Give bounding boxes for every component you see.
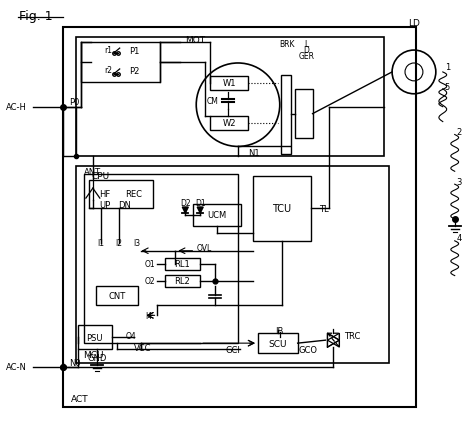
Text: MCU: MCU: [83, 350, 103, 359]
Text: AC-N: AC-N: [6, 363, 27, 371]
Bar: [210, 116, 248, 130]
Text: CM: CM: [206, 97, 218, 106]
Text: 4: 4: [457, 234, 462, 243]
Polygon shape: [182, 207, 188, 213]
Bar: [165, 258, 200, 270]
Text: I2: I2: [115, 239, 122, 248]
Bar: [281, 76, 291, 155]
Text: LD: LD: [408, 19, 420, 28]
Text: GCO: GCO: [298, 345, 317, 354]
Text: N1: N1: [248, 149, 260, 158]
Text: L: L: [304, 40, 309, 49]
Text: O4: O4: [125, 331, 136, 340]
Text: BRK: BRK: [279, 40, 294, 49]
Bar: [253, 177, 310, 241]
Text: GND: GND: [87, 353, 107, 362]
Bar: [193, 204, 241, 226]
Text: DN: DN: [118, 200, 131, 209]
Text: VCC: VCC: [134, 343, 151, 352]
Text: 3: 3: [457, 177, 462, 186]
Bar: [76, 167, 389, 363]
Text: D: D: [304, 46, 310, 55]
Bar: [89, 181, 154, 209]
Text: P0: P0: [69, 98, 79, 107]
Text: GCI: GCI: [226, 345, 240, 354]
Text: D1: D1: [195, 198, 206, 207]
Polygon shape: [197, 207, 203, 213]
Text: TCU: TCU: [272, 204, 292, 213]
Text: P2: P2: [128, 67, 139, 76]
Bar: [258, 334, 298, 353]
Text: ANT: ANT: [84, 168, 101, 177]
Text: OVL: OVL: [196, 244, 211, 253]
Text: ACT: ACT: [71, 394, 89, 403]
Text: r2: r2: [104, 66, 112, 75]
Text: O2: O2: [145, 276, 155, 285]
Text: UP: UP: [99, 200, 110, 209]
Text: RL1: RL1: [174, 259, 190, 268]
Text: RL2: RL2: [174, 276, 190, 285]
Bar: [96, 286, 137, 306]
Bar: [81, 43, 161, 83]
Text: SCU: SCU: [268, 339, 287, 348]
Text: W2: W2: [222, 119, 236, 128]
Text: Fig. 1: Fig. 1: [19, 10, 53, 23]
Bar: [84, 175, 238, 343]
Text: O1: O1: [145, 259, 155, 268]
Bar: [76, 38, 384, 157]
Text: CNT: CNT: [108, 291, 125, 300]
Text: CPU: CPU: [92, 172, 110, 181]
Text: 2: 2: [457, 128, 462, 137]
Text: PSU: PSU: [87, 333, 103, 342]
Text: P1: P1: [128, 46, 139, 55]
Text: UCM: UCM: [208, 211, 227, 220]
Text: REC: REC: [125, 189, 142, 198]
Bar: [295, 89, 312, 139]
Bar: [165, 275, 200, 287]
Text: AC-H: AC-H: [6, 103, 27, 112]
Text: r1: r1: [104, 46, 112, 55]
Text: IB: IB: [275, 326, 284, 335]
Text: 5: 5: [445, 83, 450, 92]
Text: W1: W1: [222, 79, 236, 88]
Text: TL: TL: [319, 204, 329, 213]
Text: MOT: MOT: [185, 35, 205, 45]
Bar: [63, 28, 416, 407]
Bar: [78, 325, 112, 349]
Text: GER: GER: [299, 52, 315, 61]
Bar: [210, 77, 248, 91]
Text: I3: I3: [133, 239, 140, 248]
Text: 1: 1: [445, 63, 450, 72]
Text: N0: N0: [69, 358, 81, 367]
Text: D2: D2: [180, 198, 191, 207]
Text: HF: HF: [99, 189, 110, 198]
Text: I1: I1: [97, 239, 104, 248]
Text: I4: I4: [146, 311, 153, 320]
Text: TRC: TRC: [345, 331, 361, 340]
